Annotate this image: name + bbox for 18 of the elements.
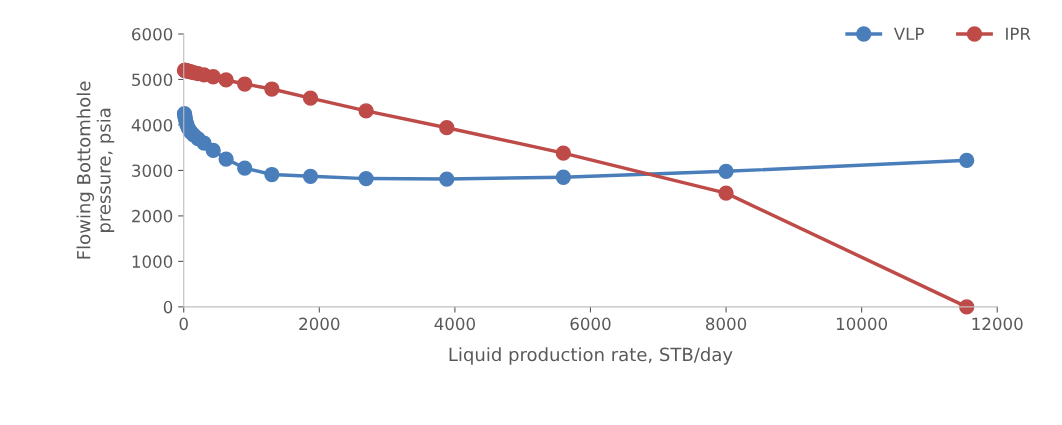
x-axis-title: Liquid production rate, STB/day <box>449 347 733 365</box>
x-tick-label: 8000 <box>705 317 747 331</box>
x-tick-label: 2000 <box>299 317 340 331</box>
y-tick-label: 3000 <box>132 164 173 177</box>
legend-label: VLP <box>893 27 924 40</box>
y-tick-label: 0 <box>163 300 173 314</box>
x-tick-label: 6000 <box>570 317 611 331</box>
y-tick-label: 2000 <box>132 209 173 223</box>
x-tick-label: 0 <box>179 317 188 331</box>
x-tick-label: 4000 <box>434 317 475 331</box>
y-tick-label: 1000 <box>132 255 173 268</box>
y-axis-title: Flowing Bottomhole pressure, psia <box>76 81 115 259</box>
y-tick-label: 5000 <box>132 73 173 87</box>
y-tick-label: 4000 <box>131 118 173 132</box>
y-tick-label: 6000 <box>132 27 173 41</box>
legend-label: IPR <box>1006 27 1031 40</box>
x-tick-label: 12000 <box>972 317 1023 331</box>
x-tick-label: 10000 <box>836 317 888 331</box>
